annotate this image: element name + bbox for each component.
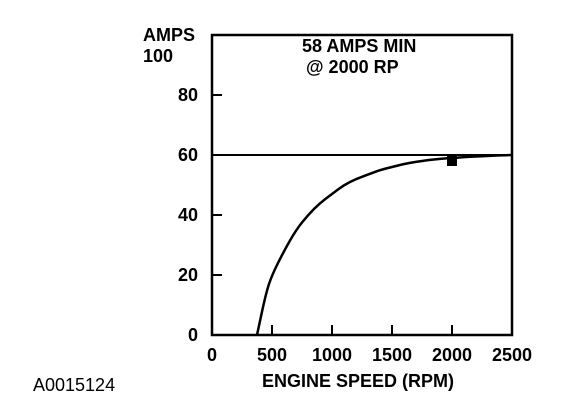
y-axis-label: AMPS — [143, 25, 195, 45]
x-axis-ticks: 0 500 1000 1500 2000 2500 — [207, 325, 532, 365]
annotation-line-1: 58 AMPS MIN — [302, 36, 416, 56]
series-line — [255, 153, 513, 336]
data-marker — [447, 156, 457, 166]
y-tick-label-60: 60 — [178, 145, 198, 165]
y-tick-label-100: 100 — [143, 46, 173, 66]
y-tick-label-20: 20 — [178, 265, 198, 285]
x-tick-label-2500: 2500 — [492, 345, 532, 365]
x-tick-label-1000: 1000 — [312, 345, 352, 365]
y-tick-label-80: 80 — [178, 85, 198, 105]
x-tick-label-500: 500 — [257, 345, 287, 365]
figure-id: A0015124 — [33, 375, 115, 395]
x-tick-label-1500: 1500 — [372, 345, 412, 365]
plot-frame — [210, 33, 514, 337]
x-tick-label-2000: 2000 — [432, 345, 472, 365]
y-tick-label-40: 40 — [178, 205, 198, 225]
x-axis-label: ENGINE SPEED (RPM) — [262, 371, 454, 391]
y-tick-label-0: 0 — [188, 325, 198, 345]
x-tick-label-0: 0 — [207, 345, 217, 365]
annotation-line-2: @ 2000 RP — [306, 57, 399, 77]
